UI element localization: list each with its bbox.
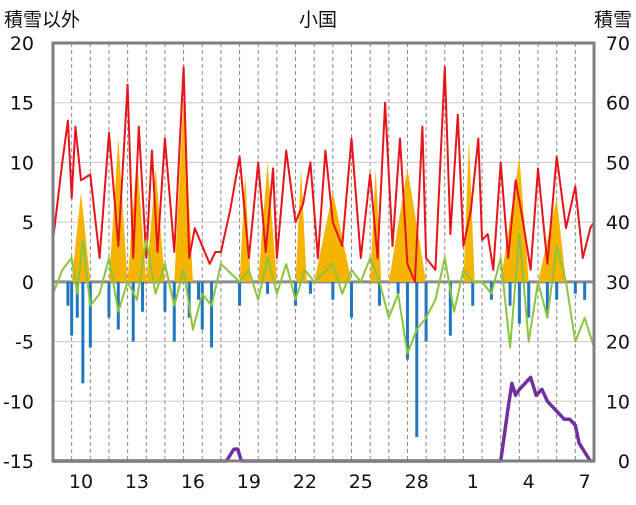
series-bar (331, 281, 335, 300)
right-tick-label: 10 (606, 391, 630, 413)
series-bar (527, 281, 531, 318)
series-bar (517, 281, 521, 324)
series-bar (116, 281, 120, 330)
x-tick-label: 7 (579, 471, 591, 493)
right-tick-label: 30 (606, 272, 630, 294)
series-bar (405, 281, 409, 360)
x-tick-label: 1 (467, 471, 479, 493)
right-tick-label: 40 (606, 212, 630, 234)
chart-title: 小国 (299, 9, 337, 31)
right-tick-label: 0 (618, 451, 630, 473)
series-bar (81, 281, 85, 384)
series-bar (555, 281, 559, 300)
series-bar (583, 281, 587, 300)
right-axis-label: 積雪 (594, 9, 632, 31)
series-bar (141, 281, 145, 312)
right-tick-label: 70 (606, 33, 630, 55)
x-tick-label: 22 (293, 471, 317, 493)
series-bar (172, 281, 176, 342)
series-bar (238, 281, 242, 306)
series-bar (266, 281, 270, 294)
series-line (52, 65, 595, 283)
series-bar (75, 281, 79, 318)
left-tick-label: -15 (3, 451, 34, 473)
series-bar (210, 281, 214, 348)
left-axis-label: 積雪以外 (4, 9, 80, 31)
left-tick-label: -10 (3, 391, 34, 413)
series-bar (88, 281, 92, 348)
series-bar (66, 281, 70, 306)
x-axis-ticks: 10 13 16 19 22 25 28 1 4 7 (69, 471, 591, 493)
x-tick-label: 4 (523, 471, 535, 493)
right-axis-ticks: 70 60 50 40 30 20 10 0 (606, 33, 630, 473)
series-group (52, 65, 595, 463)
right-tick-label: 50 (606, 152, 630, 174)
series-bar (471, 281, 475, 306)
series-bar (508, 281, 512, 306)
series-bar (308, 281, 312, 294)
left-tick-label: 10 (10, 152, 34, 174)
series-bar (70, 281, 74, 336)
series-bar (415, 281, 419, 438)
series-bar (377, 281, 381, 306)
plot-frame (51, 41, 596, 463)
series-bar (294, 281, 298, 306)
x-tick-label: 28 (405, 471, 429, 493)
x-tick-label: 16 (181, 471, 205, 493)
x-tick-label: 13 (125, 471, 149, 493)
right-tick-label: 60 (606, 93, 630, 115)
series-bar (545, 281, 549, 312)
series-bar (197, 281, 201, 300)
series-bar (131, 281, 135, 342)
series-bar (107, 281, 111, 318)
series-bar (448, 281, 452, 336)
x-tick-label: 25 (349, 471, 373, 493)
series-bar (573, 281, 577, 294)
left-tick-label: -5 (15, 332, 34, 354)
left-tick-label: 15 (10, 93, 34, 115)
series-bar (396, 281, 400, 294)
series-bar (424, 281, 428, 342)
series-bar (349, 281, 353, 318)
left-tick-label: 0 (22, 272, 34, 294)
series-line (52, 233, 595, 355)
x-tick-label: 10 (69, 471, 93, 493)
series-bar (163, 281, 167, 312)
snow-depth-line (53, 375, 594, 463)
series-bar (200, 281, 204, 330)
left-tick-label: 5 (22, 212, 34, 234)
left-axis-ticks: 20 15 10 5 0 -5 -10 -15 (3, 33, 34, 473)
right-tick-label: 20 (606, 332, 630, 354)
left-tick-label: 20 (10, 33, 34, 55)
x-tick-label: 19 (237, 471, 261, 493)
